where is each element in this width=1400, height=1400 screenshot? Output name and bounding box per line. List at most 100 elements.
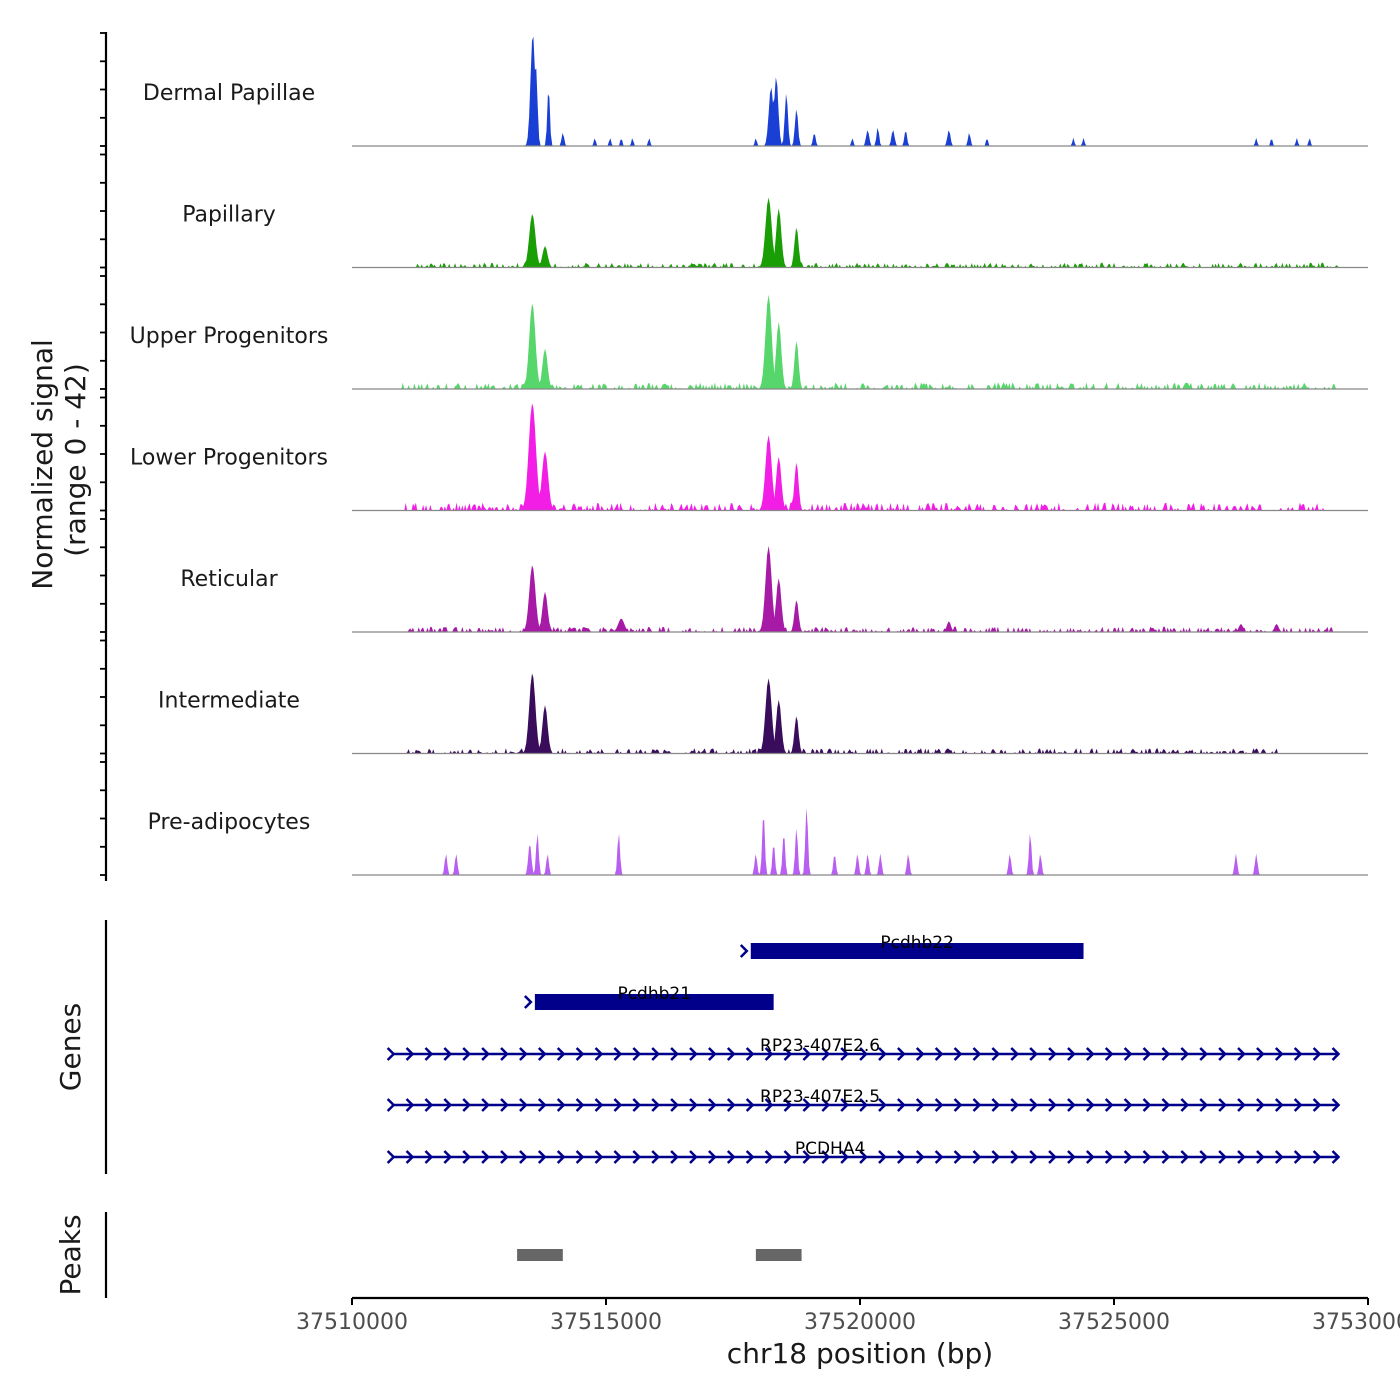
peak-region [755, 1249, 802, 1261]
gene-strand-arrow [764, 1047, 774, 1061]
x-tick-label: 37530000 [1312, 1310, 1400, 1335]
gene-strand-arrow [840, 1098, 849, 1112]
gene-strand-arrow [651, 1150, 660, 1164]
gene-strand-arrow [1256, 1047, 1265, 1061]
gene-strand-arrow [708, 1150, 717, 1164]
gene-strand-arrow [670, 1047, 679, 1061]
gene-strand-arrow [745, 1047, 755, 1061]
gene-strand-arrow [739, 944, 749, 958]
gene-strand-arrow [878, 1150, 887, 1164]
gene-strand-arrow [1199, 1150, 1209, 1164]
gene-strand-arrow [1010, 1150, 1020, 1164]
gene-strand-arrow [575, 1047, 585, 1061]
gene-strand-arrow [481, 1150, 490, 1164]
gene-strand-arrow [783, 1047, 793, 1061]
gene-strand-arrow [1123, 1150, 1133, 1164]
gene-strand-arrow [859, 1098, 868, 1112]
y-axis-title-line1: Normalized signal [26, 339, 59, 590]
gene-strand-arrow [745, 1098, 755, 1112]
gene-strand-arrow [1067, 1150, 1076, 1164]
gene-strand-arrow [481, 1098, 490, 1112]
gene-strand-arrow [1218, 1098, 1227, 1112]
gene-strand-arrow [481, 1047, 490, 1061]
coverage-area-papillary [352, 197, 1368, 268]
gene-strand-arrow [934, 1098, 944, 1112]
gene-strand-arrow [878, 1047, 887, 1061]
gene-strand-arrow [1029, 1047, 1038, 1061]
gene-strand-arrow [462, 1098, 471, 1112]
gene-strand-arrow [1218, 1150, 1227, 1164]
gene-strand-arrow [802, 1098, 812, 1112]
gene-strand-arrow [575, 1150, 585, 1164]
gene-strand-arrow [1237, 1098, 1246, 1112]
gene-strand-arrow [1274, 1150, 1284, 1164]
gene-strand-arrow [1123, 1098, 1133, 1112]
gene-strand-arrow [859, 1150, 868, 1164]
gene-strand-arrow [1237, 1047, 1246, 1061]
gene-strand-arrow [1180, 1098, 1190, 1112]
gene-strand-arrow [537, 1150, 547, 1164]
gene-strand-arrow [594, 1150, 604, 1164]
gene-strand-arrow [651, 1098, 660, 1112]
gene-strand-arrow [689, 1098, 698, 1112]
gene-strand-arrow [991, 1150, 1001, 1164]
gene-strand-arrow [1048, 1150, 1057, 1164]
track-label: Intermediate [158, 689, 300, 714]
gene-label: Pcdhb22 [880, 933, 954, 953]
gene-strand-arrow [613, 1150, 623, 1164]
gene-strand-arrow [405, 1150, 415, 1164]
gene-strand-arrow [934, 1150, 944, 1164]
peak-region [517, 1249, 563, 1261]
gene-strand-arrow [405, 1098, 415, 1112]
coverage-tracks: Dermal Papillae Papillary Upper Progenitor… [130, 36, 1368, 876]
gene-strand-arrow [1312, 1047, 1322, 1061]
gene-strand-arrow [915, 1150, 925, 1164]
gene-strand-arrow [670, 1150, 679, 1164]
gene-strand-arrow [613, 1098, 623, 1112]
gene-strand-arrow [764, 1098, 774, 1112]
gene-strand-arrow [1331, 1150, 1341, 1164]
gene-strand-arrow [1085, 1098, 1095, 1112]
gene-strand-arrow [1274, 1047, 1284, 1061]
genes-axis-title: Genes [54, 1003, 87, 1091]
gene-strand-arrow [1274, 1098, 1284, 1112]
gene-strand-arrow [1104, 1098, 1114, 1112]
gene-strand-arrow [1180, 1047, 1190, 1061]
gene-strand-arrow [1331, 1047, 1341, 1061]
gene-strand-arrow [991, 1098, 1001, 1112]
gene-strand-arrow [1104, 1150, 1114, 1164]
x-tick-label: 37525000 [1058, 1310, 1170, 1335]
gene-strand-arrow [537, 1047, 547, 1061]
coverage-area-pre-adipocytes [352, 807, 1368, 875]
gene-strand-arrow [462, 1047, 471, 1061]
gene-strand-arrow [1293, 1047, 1303, 1061]
gene-strand-arrow [991, 1047, 1001, 1061]
coverage-area-intermediate [352, 673, 1368, 754]
gene-strand-arrow [500, 1150, 509, 1164]
gene-strand-arrow [1161, 1047, 1171, 1061]
gene-strand-arrow [1010, 1047, 1020, 1061]
gene-strand-arrow [953, 1047, 963, 1061]
gene-strand-arrow [556, 1150, 566, 1164]
gene-strand-arrow [972, 1150, 982, 1164]
gene-strand-arrow [523, 995, 533, 1009]
gene-strand-arrow [1029, 1150, 1038, 1164]
gene-strand-arrow [556, 1098, 566, 1112]
gene-strand-arrow [462, 1150, 471, 1164]
gene-strand-arrow [1067, 1098, 1076, 1112]
gene-strand-arrow [708, 1047, 717, 1061]
gene-strand-arrow [896, 1150, 906, 1164]
gene-strand-arrow [670, 1098, 679, 1112]
gene-strand-arrow [821, 1098, 831, 1112]
gene-strand-arrow [896, 1047, 906, 1061]
y-axis-title: Normalized signal (range 0 - 42) [26, 330, 92, 589]
gene-strand-arrow [972, 1047, 982, 1061]
gene-strand-arrow [1312, 1150, 1322, 1164]
gene-strand-arrow [1199, 1047, 1209, 1061]
coverage-area-dermal-papillae [352, 36, 1368, 146]
gene-strand-arrow [1104, 1047, 1114, 1061]
gene-strand-arrow [405, 1047, 415, 1061]
gene-strand-arrow [443, 1098, 453, 1112]
gene-strand-arrow [632, 1150, 642, 1164]
gene-strand-arrow [1180, 1150, 1190, 1164]
